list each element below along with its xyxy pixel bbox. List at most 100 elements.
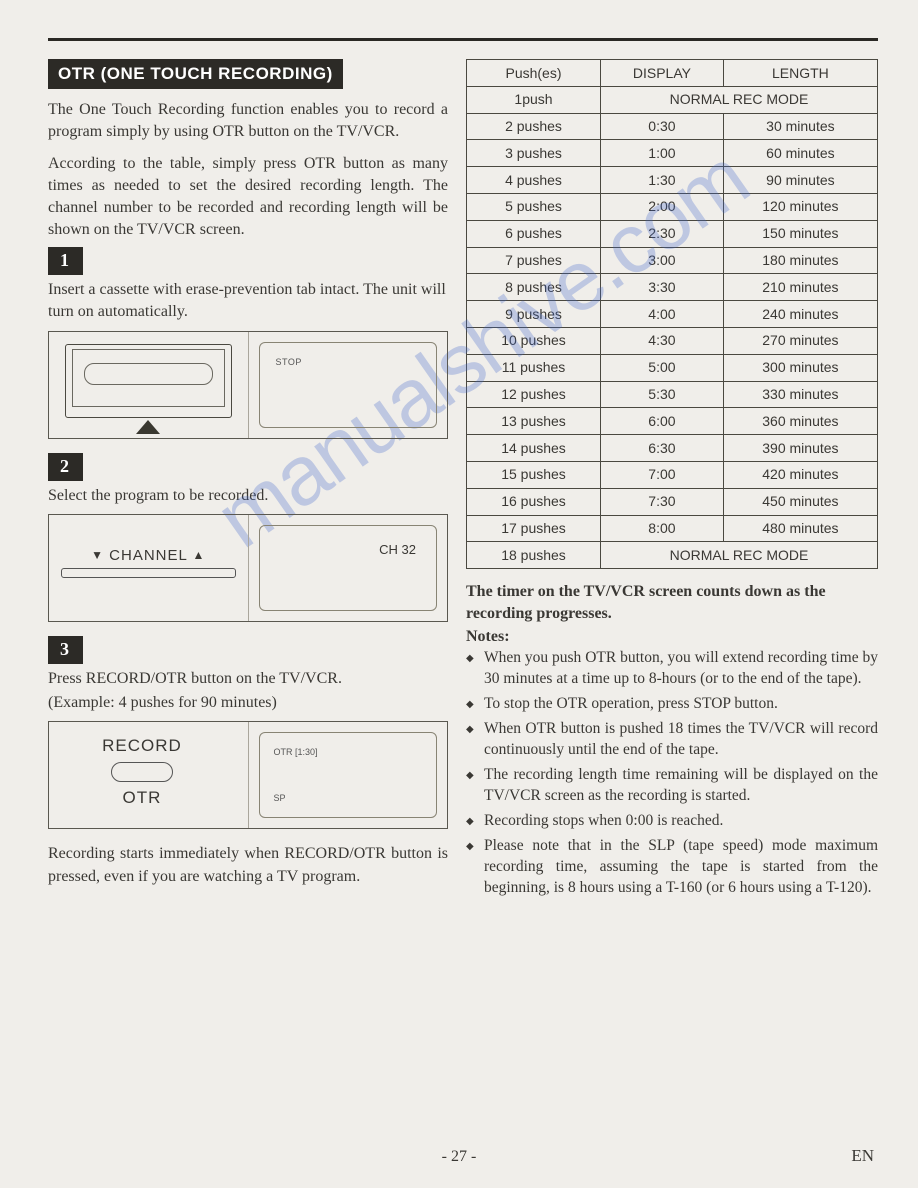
cell-normal-mode: NORMAL REC MODE (601, 86, 878, 113)
cell-length: 450 minutes (723, 488, 877, 515)
table-row: 12 pushes5:30330 minutes (467, 381, 878, 408)
cell-display: 4:00 (601, 301, 724, 328)
cell-length: 360 minutes (723, 408, 877, 435)
record-button-icon (111, 762, 173, 782)
right-column: Push(es) DISPLAY LENGTH 1pushNORMAL REC … (466, 59, 878, 902)
cell-push: 16 pushes (467, 488, 601, 515)
cell-display: 3:00 (601, 247, 724, 274)
screen-sp-label: SP (274, 793, 286, 803)
table-row: 6 pushes2:30150 minutes (467, 220, 878, 247)
table-row: 10 pushes4:30270 minutes (467, 327, 878, 354)
th-pushes: Push(es) (467, 60, 601, 87)
cell-display: 2:00 (601, 193, 724, 220)
section-header: OTR (ONE TOUCH RECORDING) (48, 59, 343, 89)
record-label: RECORD (77, 736, 207, 756)
notes-list: When you push OTR button, you will exten… (466, 648, 878, 898)
step-num-1: 1 (48, 247, 83, 275)
cell-length: 60 minutes (723, 140, 877, 167)
channel-up-icon: ▲ (192, 548, 205, 562)
screen-channel-label: CH 32 (379, 542, 416, 557)
figure-cassette: STOP (48, 331, 448, 439)
cell-display: 5:30 (601, 381, 724, 408)
figure-record: RECORD OTR OTR [1:30] SP (48, 721, 448, 829)
table-row: 14 pushes6:30390 minutes (467, 435, 878, 462)
step-num-2: 2 (48, 453, 83, 481)
table-row: 2 pushes0:3030 minutes (467, 113, 878, 140)
cell-push: 17 pushes (467, 515, 601, 542)
cell-display: 1:30 (601, 167, 724, 194)
note-item: To stop the OTR operation, press STOP bu… (484, 694, 878, 715)
cell-normal-mode: NORMAL REC MODE (601, 542, 878, 569)
step-1-text: Insert a cassette with erase-prevention … (48, 279, 448, 322)
top-rule (48, 38, 878, 41)
cell-display: 2:30 (601, 220, 724, 247)
cell-length: 180 minutes (723, 247, 877, 274)
cell-push: 13 pushes (467, 408, 601, 435)
cell-push: 10 pushes (467, 327, 601, 354)
notes-header: Notes: (466, 628, 878, 646)
cell-push: 1push (467, 86, 601, 113)
cell-length: 480 minutes (723, 515, 877, 542)
cell-display: 7:00 (601, 461, 724, 488)
cell-push: 15 pushes (467, 461, 601, 488)
cell-display: 0:30 (601, 113, 724, 140)
left-column: OTR (ONE TOUCH RECORDING) The One Touch … (48, 59, 448, 902)
step-3-text-a: Press RECORD/OTR button on the TV/VCR. (48, 668, 448, 690)
timer-countdown-text: The timer on the TV/VCR screen counts do… (466, 581, 878, 624)
intro-paragraph-2: According to the table, simply press OTR… (48, 153, 448, 241)
th-length: LENGTH (723, 60, 877, 87)
cell-display: 8:00 (601, 515, 724, 542)
table-row: 1pushNORMAL REC MODE (467, 86, 878, 113)
step-2-text: Select the program to be recorded. (48, 485, 448, 507)
channel-down-icon: ▼ (91, 548, 104, 562)
cell-push: 14 pushes (467, 435, 601, 462)
cell-push: 3 pushes (467, 140, 601, 167)
step-num-3: 3 (48, 636, 83, 664)
page-lang: EN (851, 1146, 874, 1166)
table-row: 5 pushes2:00120 minutes (467, 193, 878, 220)
page-number: - 27 - (0, 1148, 918, 1166)
cell-display: 4:30 (601, 327, 724, 354)
table-row: 4 pushes1:3090 minutes (467, 167, 878, 194)
table-row: 8 pushes3:30210 minutes (467, 274, 878, 301)
cell-length: 240 minutes (723, 301, 877, 328)
cell-length: 420 minutes (723, 461, 877, 488)
cell-display: 5:00 (601, 354, 724, 381)
cell-display: 3:30 (601, 274, 724, 301)
cell-push: 12 pushes (467, 381, 601, 408)
note-item: Recording stops when 0:00 is reached. (484, 811, 878, 832)
step-3-text-b: (Example: 4 pushes for 90 minutes) (48, 692, 448, 714)
cell-length: 390 minutes (723, 435, 877, 462)
table-row: 11 pushes5:00300 minutes (467, 354, 878, 381)
cell-length: 300 minutes (723, 354, 877, 381)
table-row: 13 pushes6:00360 minutes (467, 408, 878, 435)
table-row: 17 pushes8:00480 minutes (467, 515, 878, 542)
cell-push: 4 pushes (467, 167, 601, 194)
otr-table: Push(es) DISPLAY LENGTH 1pushNORMAL REC … (466, 59, 878, 569)
channel-label: CHANNEL (109, 547, 187, 564)
cell-push: 9 pushes (467, 301, 601, 328)
cell-push: 8 pushes (467, 274, 601, 301)
cell-push: 7 pushes (467, 247, 601, 274)
table-row: 7 pushes3:00180 minutes (467, 247, 878, 274)
cell-length: 30 minutes (723, 113, 877, 140)
table-row: 18 pushesNORMAL REC MODE (467, 542, 878, 569)
screen-otr-label: OTR [1:30] (274, 747, 318, 757)
cell-display: 7:30 (601, 488, 724, 515)
table-row: 15 pushes7:00420 minutes (467, 461, 878, 488)
cell-length: 210 minutes (723, 274, 877, 301)
table-row: 3 pushes1:0060 minutes (467, 140, 878, 167)
th-display: DISPLAY (601, 60, 724, 87)
screen-stop-label: STOP (276, 357, 302, 367)
cell-push: 6 pushes (467, 220, 601, 247)
note-item: When OTR button is pushed 18 times the T… (484, 719, 878, 761)
cell-display: 6:30 (601, 435, 724, 462)
intro-paragraph-1: The One Touch Recording function enables… (48, 99, 448, 143)
cell-length: 90 minutes (723, 167, 877, 194)
cell-display: 1:00 (601, 140, 724, 167)
post-step3-text: Recording starts immediately when RE­COR… (48, 843, 448, 887)
note-item: When you push OTR button, you will exten… (484, 648, 878, 690)
figure-channel: ▼ CHANNEL ▲ CH 32 (48, 514, 448, 622)
note-item: The recording length time remaining will… (484, 765, 878, 807)
otr-label: OTR (77, 788, 207, 808)
